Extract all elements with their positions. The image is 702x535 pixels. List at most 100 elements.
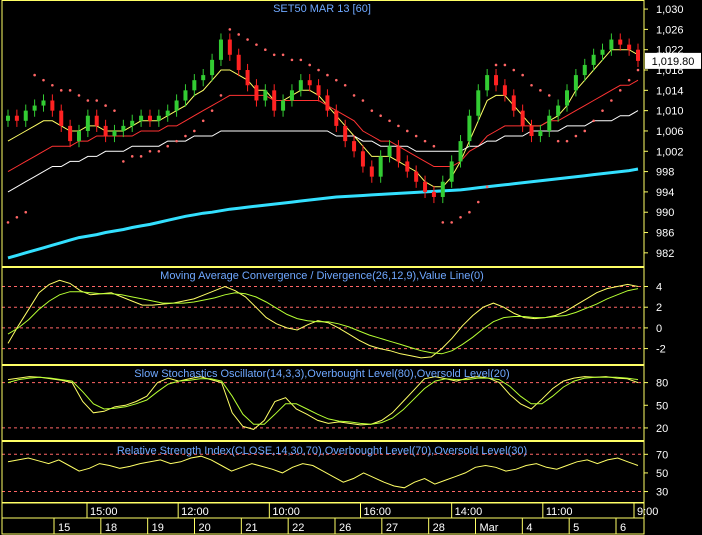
date-axis-label: 28 [433, 522, 445, 534]
candle-body [165, 110, 170, 116]
candle-body [520, 110, 525, 126]
candle-body [32, 105, 37, 111]
sar-dot [299, 58, 303, 62]
candlesticks [6, 33, 640, 204]
sar-dot [556, 139, 560, 143]
sar-dot [228, 28, 232, 31]
moving-average-long [7, 167, 639, 260]
candle-body [156, 115, 161, 121]
y-tick-label: 50 [656, 468, 668, 480]
sar-dot [459, 215, 462, 219]
sar-dot [343, 83, 347, 87]
candle-body [6, 115, 10, 121]
date-axis-label: 4 [526, 522, 532, 534]
candle-body [431, 191, 436, 197]
y-tick-label: 4 [656, 282, 662, 294]
stochastic-title: Slow Stochastics Oscillator(14,3,3),Over… [134, 368, 509, 380]
candle-body [68, 125, 73, 142]
time-axis-label: 11:00 [546, 506, 573, 518]
sar-dot [592, 119, 595, 123]
candle-body [298, 80, 303, 91]
macd-lines [7, 279, 639, 359]
sar-dot [441, 221, 445, 224]
candle-body [627, 44, 632, 50]
oscillator-line-1 [7, 376, 639, 430]
sar-dot [494, 63, 498, 67]
sar-dot [388, 119, 391, 123]
candle-body [565, 90, 570, 106]
sar-dot [326, 73, 329, 77]
sar-dot [59, 89, 63, 92]
candle-body [23, 110, 28, 121]
sar-dot [139, 155, 143, 158]
candle-body [414, 171, 419, 182]
sar-dot [308, 63, 311, 67]
candle-body [85, 115, 90, 131]
sar-dot [530, 83, 533, 87]
sar-dot [565, 139, 569, 143]
sar-dot [539, 89, 542, 92]
sar-dot [618, 89, 622, 92]
candle-body [325, 95, 330, 111]
sar-dot [148, 149, 152, 153]
sar-dot [95, 99, 99, 102]
candle-body [556, 105, 561, 116]
sar-dot [237, 33, 241, 36]
y-tick-label: 30 [656, 487, 668, 499]
time-axis-label: 14:00 [455, 506, 483, 518]
y-tick-label: 80 [656, 378, 668, 390]
sar-dot [15, 215, 19, 219]
date-axis-label: 18 [105, 522, 117, 534]
sar-dot [352, 94, 356, 97]
rsi-panel: 30 50 70 Relative Strength Index(CLOSE,14,… [2, 445, 668, 499]
candle-body [591, 54, 596, 65]
candle-body [201, 75, 206, 81]
sar-dot [122, 160, 125, 163]
oscillator-line-1 [7, 455, 639, 489]
date-axis-label: 27 [386, 522, 398, 534]
candle-body [272, 90, 277, 111]
time-axis-label: 9:00 [637, 506, 658, 518]
sar-dot [574, 134, 578, 138]
price-panel: 9829869909949981,0021,0061,0101,0141,018… [6, 3, 701, 260]
candle-body [458, 141, 463, 162]
sar-dot [335, 78, 338, 82]
candle-body [307, 80, 312, 86]
stochastic-y-axis: 20 50 80 [2, 378, 668, 435]
candle-body [130, 120, 135, 126]
candle-body [636, 49, 640, 61]
sar-dot [175, 139, 178, 143]
candle-body [281, 100, 286, 111]
y-tick-label: 70 [656, 449, 668, 461]
sar-dot [361, 99, 365, 102]
sar-dot [547, 94, 551, 97]
sar-dot [86, 99, 90, 102]
candle-body [343, 125, 348, 142]
last-price-marker: 1,019.80 [645, 52, 701, 69]
y-tick-label: 50 [656, 400, 668, 412]
candle-body [476, 90, 481, 116]
y-tick-label: 20 [656, 423, 668, 435]
candle-body [467, 115, 472, 142]
stochastic-panel: 20 50 80 Slow Stochastics Oscillator(14,3,… [2, 368, 668, 435]
candle-body [121, 125, 126, 131]
date-axis-frame [1, 517, 645, 535]
sar-dot [432, 144, 436, 148]
y-tick-label: 986 [656, 228, 674, 240]
y-tick-label: -2 [656, 344, 666, 356]
candle-body [573, 75, 578, 91]
sar-dot [423, 139, 427, 143]
y-tick-label: 1,026 [656, 24, 684, 36]
sar-dot [290, 58, 294, 62]
sar-dot [272, 53, 276, 57]
candle-body [263, 90, 268, 101]
candle-body [254, 85, 259, 101]
candle-body [511, 95, 516, 111]
candle-body [494, 75, 499, 86]
sar-dot [370, 109, 374, 112]
last-price-box [645, 52, 701, 69]
date-axis-label: 21 [245, 522, 257, 534]
sar-dot [601, 109, 604, 112]
date-axis-label: 20 [199, 522, 211, 534]
